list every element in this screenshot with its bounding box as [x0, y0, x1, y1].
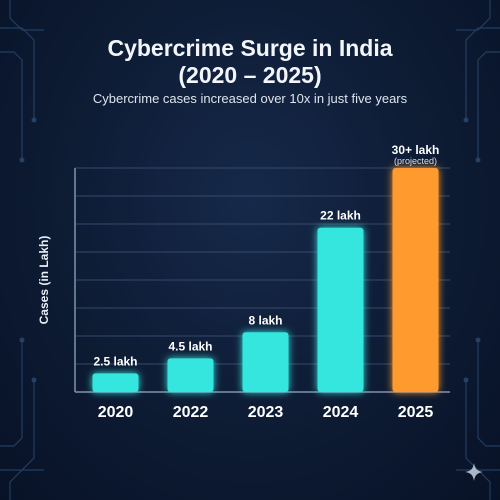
- x-tick-2020: 2020: [98, 404, 134, 421]
- bar-2020: [92, 373, 139, 392]
- y-axis-label: Cases (in Lakh): [37, 236, 51, 325]
- annotation-2025: (projected): [394, 156, 437, 166]
- bar-2022: [167, 358, 214, 392]
- bar-2025: [392, 168, 439, 392]
- value-label-2024: 22 lakh: [320, 209, 361, 223]
- sparkle-icon: [465, 463, 483, 481]
- value-label-2022: 4.5 lakh: [168, 339, 212, 353]
- x-tick-2024: 2024: [323, 404, 359, 421]
- chart-subtitle: Cybercrime cases increased over 10x in j…: [92, 91, 408, 106]
- labels-group: 2.5 lakh 2020 4.5 lakh 2022 8 lakh 2023 22 lak…: [93, 143, 439, 421]
- chart-title-line1: Cybercrime Surge in India: [107, 35, 393, 61]
- x-tick-2025: 2025: [398, 404, 434, 421]
- bar-2023: [242, 332, 289, 392]
- x-tick-2022: 2022: [173, 404, 209, 421]
- bars-group: [92, 168, 439, 392]
- value-label-2025: 30+ lakh: [392, 143, 440, 157]
- x-tick-2023: 2023: [248, 404, 284, 421]
- value-label-2023: 8 lakh: [248, 313, 282, 327]
- bar-2024: [317, 227, 364, 392]
- chart-title-line2: (2020 – 2025): [178, 62, 322, 88]
- value-label-2020: 2.5 lakh: [93, 354, 137, 368]
